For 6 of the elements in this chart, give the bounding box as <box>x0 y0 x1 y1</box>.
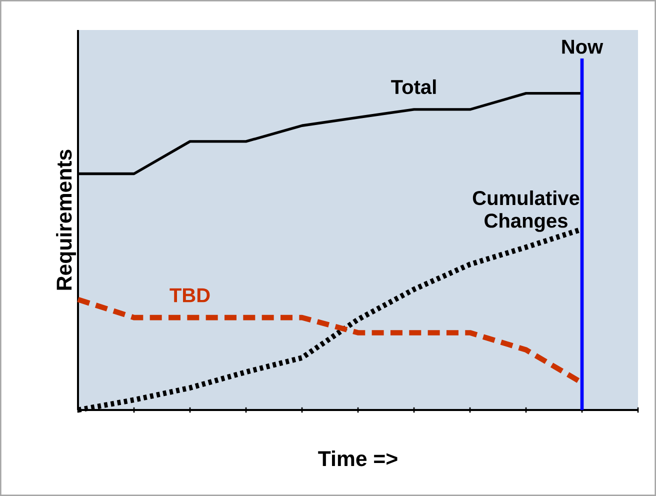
series-label: TBD <box>170 288 210 302</box>
y-axis-title: Requirements <box>56 150 76 290</box>
series-label: Cumulative Changes <box>472 190 580 232</box>
x-axis-title: Time => <box>318 450 398 466</box>
series-label: Total <box>391 79 436 94</box>
text: Now <box>562 40 604 54</box>
